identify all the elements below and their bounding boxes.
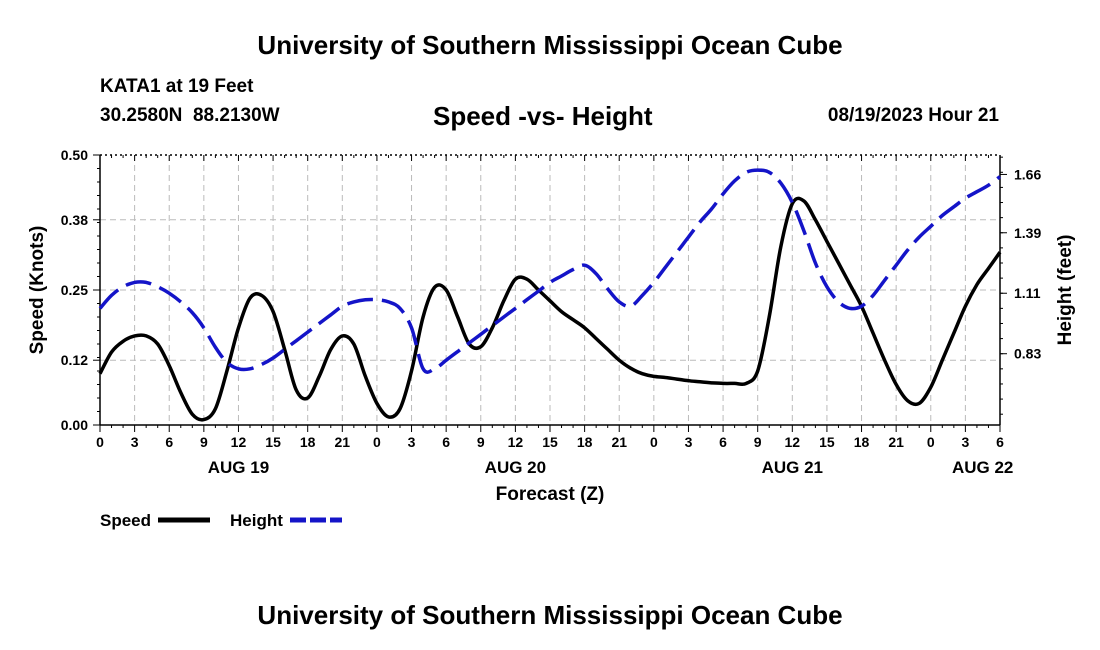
- x-tick-label: 3: [408, 434, 416, 450]
- station-label: KATA1 at 19 Feet: [100, 76, 254, 97]
- x-tick-label: 18: [300, 434, 316, 450]
- coordinates-label: 30.2580N 88.2130W: [100, 105, 280, 126]
- x-tick-label: 21: [611, 434, 627, 450]
- x-tick-label: 3: [961, 434, 969, 450]
- timestamp-label: 08/19/2023 Hour 21: [827, 105, 999, 126]
- x-tick-label: 6: [442, 434, 450, 450]
- x-tick-label: 15: [265, 434, 281, 450]
- legend-label-speed: Speed: [100, 511, 151, 530]
- x-tick-label: 3: [131, 434, 139, 450]
- x-tick-label: 12: [231, 434, 247, 450]
- y-tick-label: 0.25: [61, 282, 88, 298]
- x-axis-title: Forecast (Z): [496, 484, 605, 505]
- footer-title: University of Southern Mississippi Ocean…: [257, 600, 843, 630]
- chart-subtitle: Speed -vs- Height: [433, 101, 653, 131]
- x-tick-label: 0: [927, 434, 935, 450]
- y-tick-label: 0.00: [61, 417, 88, 433]
- legend-label-height: Height: [230, 511, 283, 530]
- x-tick-label: 9: [200, 434, 208, 450]
- x-tick-label: 18: [854, 434, 870, 450]
- y2-tick-label: 0.83: [1014, 346, 1041, 362]
- speed-series-line: [98, 196, 1002, 422]
- y-tick-label: 0.12: [61, 352, 88, 368]
- y2-tick-label: 1.39: [1014, 225, 1041, 241]
- legend: Speed Height: [100, 511, 342, 530]
- height-series-line: [98, 168, 1002, 374]
- date-label: AUG 22: [952, 458, 1013, 477]
- y2-tick-label: 1.11: [1014, 285, 1041, 301]
- date-label: AUG 19: [208, 458, 269, 477]
- x-tick-label: 9: [754, 434, 762, 450]
- x-tick-label: 0: [650, 434, 658, 450]
- y-tick-label: 0.38: [61, 212, 88, 228]
- date-label: AUG 21: [762, 458, 823, 477]
- x-tick-label: 0: [373, 434, 381, 450]
- x-tick-label: 6: [719, 434, 727, 450]
- y2-tick-label: 1.66: [1014, 166, 1041, 182]
- x-tick-label: 18: [577, 434, 593, 450]
- chart-title: University of Southern Mississippi Ocean…: [257, 30, 843, 60]
- axis-labels: 0 3 6 9 12 15 18 21 0 3 6 9 12 15 18 21 0 3 6 9 12 15 18 21 0 3 6 A…: [27, 147, 1076, 505]
- x-tick-label: 12: [785, 434, 801, 450]
- axes: [93, 154, 1007, 432]
- x-tick-label: 15: [542, 434, 558, 450]
- y-tick-label: 0.50: [61, 147, 88, 163]
- date-label: AUG 20: [485, 458, 546, 477]
- x-tick-label: 21: [888, 434, 904, 450]
- x-tick-label: 0: [96, 434, 104, 450]
- x-tick-label: 9: [477, 434, 485, 450]
- series: [98, 168, 1002, 422]
- x-tick-label: 3: [685, 434, 693, 450]
- x-tick-label: 6: [165, 434, 173, 450]
- y-axis-title: Speed (Knots): [27, 226, 48, 355]
- x-tick-label: 21: [335, 434, 351, 450]
- x-tick-label: 15: [819, 434, 835, 450]
- grid: [100, 155, 1000, 425]
- x-tick-label: 6: [996, 434, 1004, 450]
- x-tick-label: 12: [508, 434, 524, 450]
- y2-axis-title: Height (feet): [1055, 235, 1076, 346]
